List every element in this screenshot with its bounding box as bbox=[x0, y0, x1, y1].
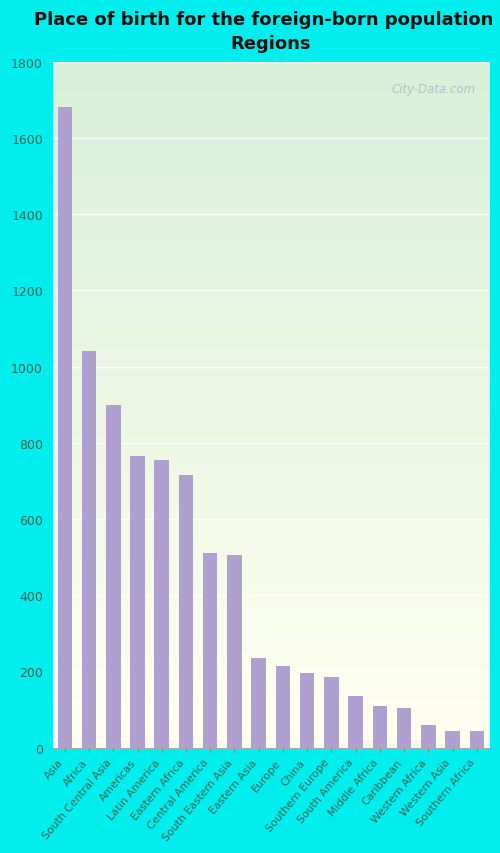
Bar bbox=[397, 708, 411, 748]
Bar bbox=[227, 555, 242, 748]
Bar bbox=[178, 476, 194, 748]
Bar bbox=[324, 677, 338, 748]
Bar bbox=[252, 659, 266, 748]
Bar bbox=[300, 674, 314, 748]
Bar bbox=[58, 108, 72, 748]
Bar bbox=[372, 706, 387, 748]
Bar bbox=[276, 666, 290, 748]
Bar bbox=[130, 456, 145, 748]
Bar bbox=[446, 731, 460, 748]
Bar bbox=[421, 725, 436, 748]
Bar bbox=[82, 352, 96, 748]
Bar bbox=[106, 405, 120, 748]
Bar bbox=[203, 554, 218, 748]
Text: City-Data.com: City-Data.com bbox=[392, 83, 476, 96]
Bar bbox=[470, 731, 484, 748]
Title: Place of birth for the foreign-born population -
Regions: Place of birth for the foreign-born popu… bbox=[34, 11, 500, 53]
Bar bbox=[154, 461, 169, 748]
Bar bbox=[348, 696, 363, 748]
